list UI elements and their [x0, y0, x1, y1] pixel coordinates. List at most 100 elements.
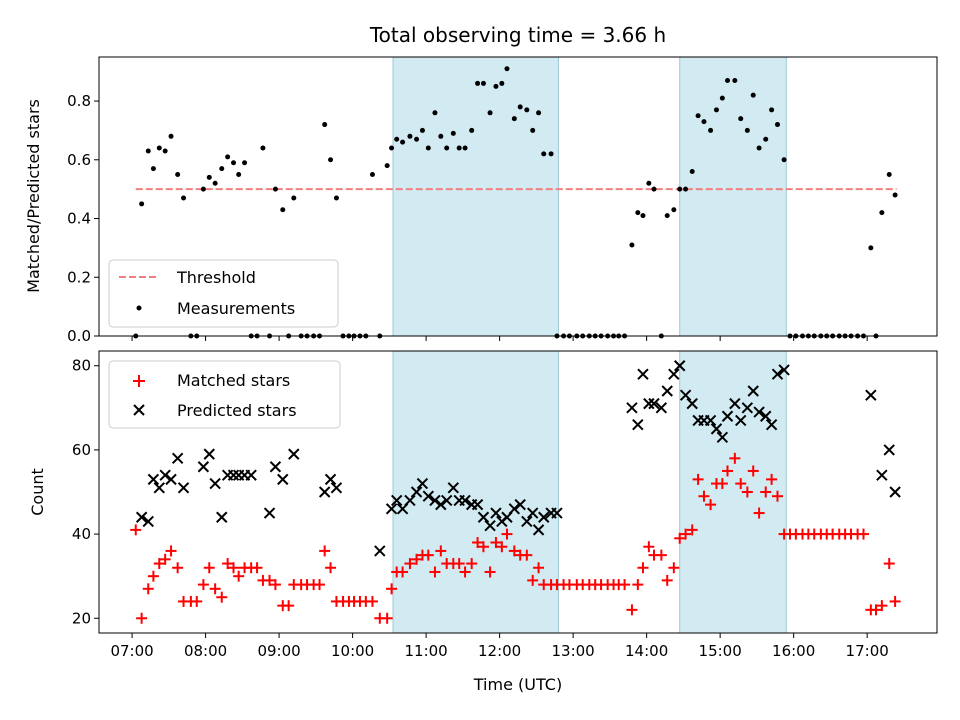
measurement-point: [640, 213, 646, 219]
matched-point: [698, 490, 710, 502]
matched-point: [760, 486, 772, 498]
predicted-point: [643, 397, 655, 410]
bottom-y-axis-label: Count: [28, 468, 47, 516]
predicted-point: [532, 524, 545, 536]
predicted-point: [626, 402, 638, 414]
matched-point: [453, 558, 465, 570]
measurement-point: [695, 113, 701, 119]
matched-point: [705, 499, 717, 511]
measurement-point: [212, 180, 218, 186]
predicted-point: [429, 494, 441, 507]
measurement-point: [291, 195, 297, 201]
matched-point: [484, 566, 496, 578]
measurement-point: [738, 116, 744, 122]
matched-point: [429, 566, 441, 578]
matched-point: [686, 524, 698, 536]
matched-point: [876, 600, 888, 612]
highlight-band: [392, 350, 559, 634]
measurement-point: [219, 166, 225, 172]
measurement-point: [181, 195, 187, 201]
matched-point: [435, 545, 447, 557]
matched-point: [153, 558, 165, 570]
measurement-point: [206, 174, 212, 180]
measurement-point: [701, 119, 707, 125]
predicted-point: [778, 364, 790, 376]
predicted-point: [171, 452, 184, 465]
measurement-point: [369, 171, 375, 177]
x-tick-label: 11:00: [404, 642, 447, 660]
highlight-band: [679, 56, 787, 337]
predicted-point: [883, 444, 895, 456]
measurement-point: [272, 186, 278, 192]
matched-point: [159, 553, 171, 565]
measurement-point: [879, 210, 885, 216]
measurement-point: [162, 148, 168, 154]
measurement-point: [425, 145, 431, 151]
matched-point: [222, 558, 234, 570]
matched-point: [889, 595, 901, 607]
matched-point: [747, 465, 759, 477]
legend-threshold-label: Threshold: [176, 268, 256, 287]
predicted-point: [177, 482, 190, 494]
measurement-point: [744, 127, 750, 133]
matched-point: [459, 566, 471, 578]
matched-point: [147, 570, 159, 582]
matched-point: [661, 574, 673, 586]
measurement-point: [646, 180, 652, 186]
predicted-point: [391, 494, 403, 507]
predicted-point: [447, 482, 460, 494]
x-axis-label: Time (UTC): [473, 675, 562, 694]
legend-predicted-swatch: [133, 404, 145, 416]
x-tick-label: 09:00: [257, 642, 300, 660]
predicted-point: [771, 368, 784, 380]
matched-point: [521, 549, 533, 561]
matched-point: [771, 490, 783, 502]
matched-point: [191, 595, 203, 607]
chart-title: Total observing time = 3.66 h: [369, 23, 666, 47]
bottom-highlight-bands: [392, 350, 787, 634]
predicted-point: [521, 515, 533, 528]
predicted-point: [288, 448, 300, 460]
matched-point: [857, 528, 869, 540]
y-tick-label: 0.6: [67, 151, 91, 169]
x-tick-label: 07:00: [110, 642, 153, 660]
matched-point: [172, 562, 184, 574]
matched-point: [637, 562, 649, 574]
bottom-panel: 20 40 60 80 07:00 08:00 09:00 10:00 11:00 12:00 1…: [28, 350, 938, 694]
measurement-point: [236, 171, 242, 177]
measurement-point: [719, 95, 725, 101]
measurement-point: [242, 160, 248, 166]
measurement-point: [892, 192, 898, 198]
measurement-point: [725, 77, 730, 83]
predicted-point: [159, 469, 171, 481]
measurement-point: [175, 171, 181, 177]
predicted-point: [729, 397, 741, 410]
top-y-axis-label: Matched/Predicted stars: [24, 99, 43, 293]
matched-point: [619, 579, 631, 591]
x-tick-label: 10:00: [331, 642, 374, 660]
measurement-point: [225, 154, 231, 160]
bottom-legend-box: [108, 360, 341, 429]
legend-measurements-swatch: [136, 305, 142, 311]
measurement-point: [677, 186, 683, 192]
predicted-point: [765, 418, 778, 431]
legend-measurements-label: Measurements: [177, 299, 295, 318]
predicted-point: [538, 511, 550, 523]
predicted-point: [760, 410, 772, 422]
measurement-point: [394, 136, 400, 142]
x-tick-label: 17:00: [846, 642, 889, 660]
measurement-point: [438, 133, 444, 139]
measurement-point: [231, 160, 237, 166]
measurement-point: [322, 122, 328, 128]
measurement-point: [774, 122, 780, 128]
matched-point: [216, 591, 228, 603]
matched-point: [870, 604, 882, 616]
predicted-point: [514, 498, 526, 511]
y-tick-label: 0.0: [67, 327, 91, 345]
predicted-point: [440, 494, 453, 507]
predicted-point: [147, 473, 160, 486]
predicted-point: [245, 469, 257, 481]
matched-point: [643, 541, 655, 553]
matched-point: [632, 579, 644, 591]
matched-point: [655, 549, 667, 561]
